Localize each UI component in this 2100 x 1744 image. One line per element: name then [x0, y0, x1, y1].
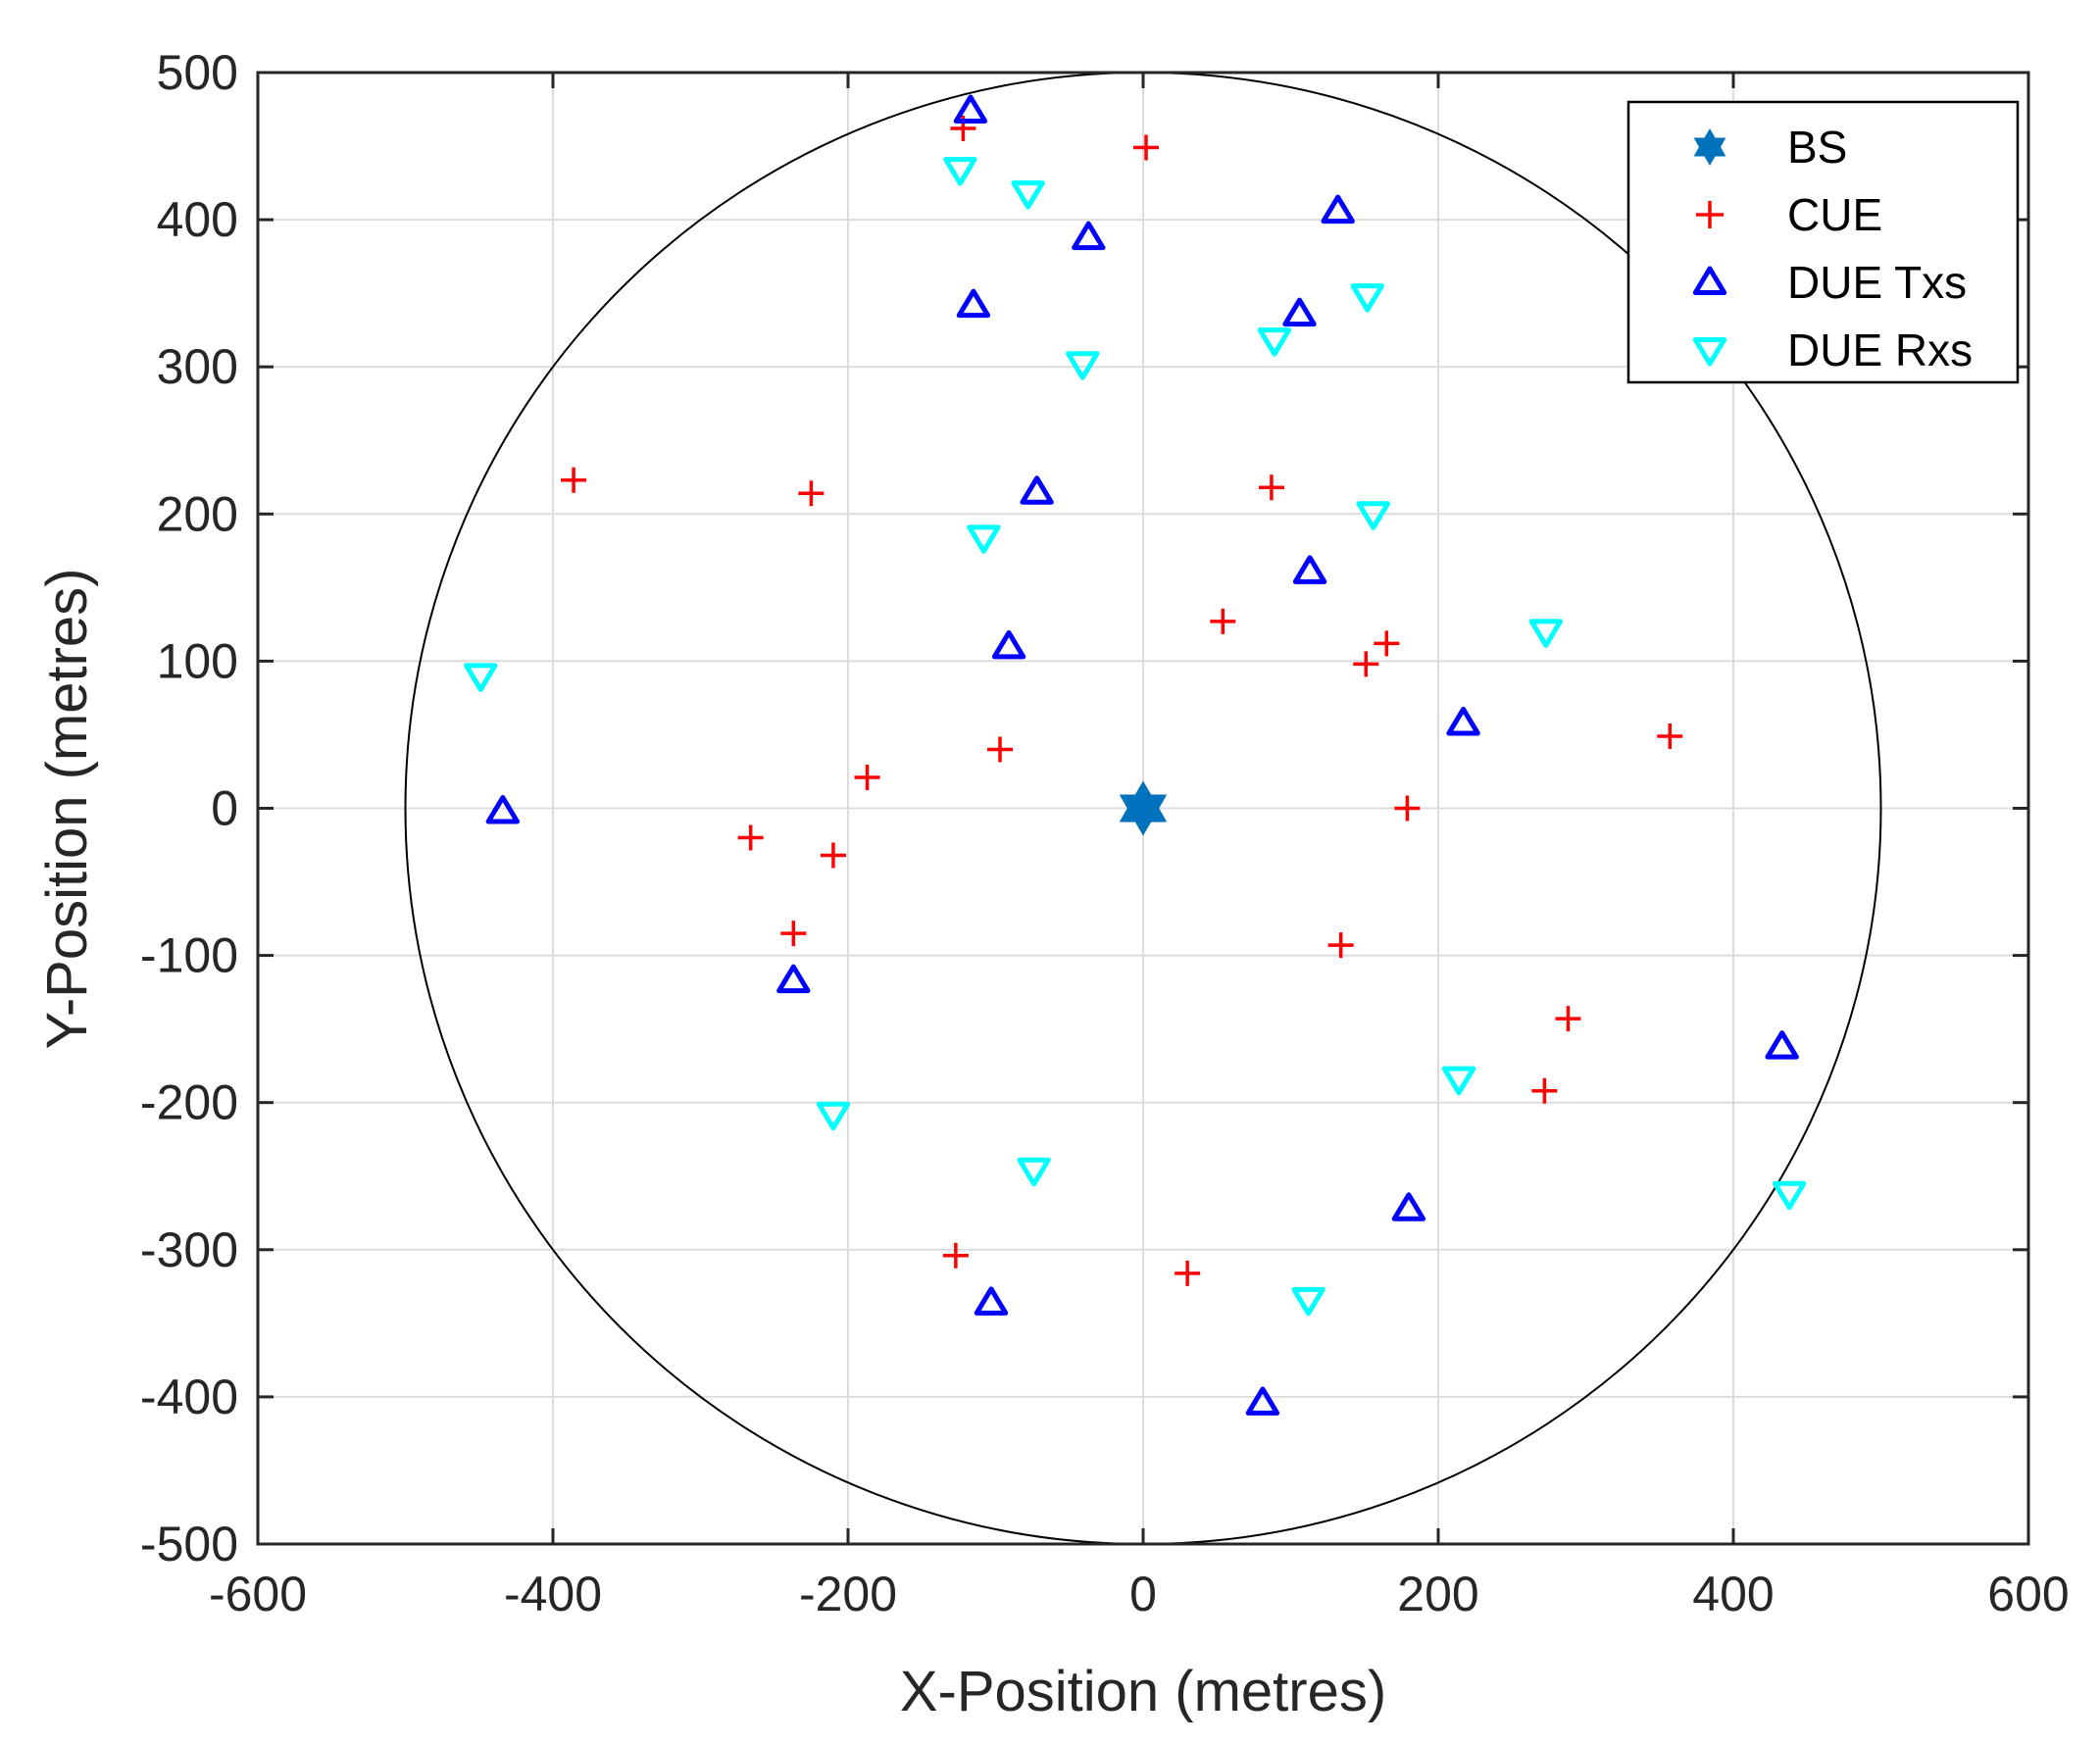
data-point — [1555, 1006, 1581, 1032]
data-point — [967, 524, 1001, 554]
legend-marker — [1696, 201, 1724, 228]
data-point — [1066, 351, 1100, 380]
y-tick-label: 400 — [157, 192, 238, 247]
y-tick-label: 100 — [157, 633, 238, 688]
data-point — [1350, 283, 1384, 313]
legend-marker — [1693, 127, 1726, 167]
y-tick-label: -500 — [140, 1517, 238, 1571]
data-point — [953, 94, 988, 125]
legend-marker — [1692, 266, 1727, 295]
data-point — [1528, 619, 1564, 648]
data-point — [1119, 780, 1168, 836]
x-tick-label: -400 — [504, 1567, 602, 1621]
data-point — [1446, 706, 1480, 736]
legend-label: BS — [1787, 122, 1847, 173]
y-tick-label: 200 — [157, 486, 238, 541]
data-marks — [464, 94, 1807, 1416]
legend-label: CUE — [1787, 189, 1882, 240]
data-point — [1257, 327, 1292, 357]
y-tick-label: -400 — [140, 1370, 238, 1424]
y-tick-label: 0 — [211, 781, 238, 836]
y-tick-label: 500 — [157, 45, 238, 100]
data-point — [943, 157, 977, 186]
data-point — [1374, 630, 1400, 657]
y-axis-label: Y-Position (metres) — [35, 568, 99, 1049]
x-axis-label: X-Position (metres) — [900, 1660, 1386, 1723]
data-point — [987, 736, 1014, 763]
data-point — [1017, 1157, 1051, 1187]
legend: BS CUE DUE Txs DUE Rxs — [1626, 100, 2020, 384]
data-point — [776, 964, 811, 994]
data-point — [1321, 194, 1355, 224]
y-tick-label: -200 — [140, 1075, 238, 1130]
legend-box — [1626, 100, 2020, 384]
data-point — [1258, 474, 1284, 501]
data-point — [1245, 1386, 1280, 1416]
data-point — [780, 921, 807, 947]
legend-label: DUE Txs — [1787, 257, 1967, 308]
data-point — [561, 467, 587, 493]
y-tick-label: 300 — [157, 339, 238, 394]
data-point — [1291, 1286, 1325, 1317]
data-point — [1531, 1077, 1558, 1104]
data-point — [1282, 297, 1317, 327]
data-point — [798, 480, 825, 507]
data-point — [942, 1242, 969, 1269]
y-tick-label: -100 — [140, 928, 238, 983]
data-point — [991, 629, 1026, 660]
x-tick-label: 0 — [1129, 1567, 1157, 1621]
data-point — [1292, 555, 1327, 584]
cell-boundary-layer — [404, 73, 1882, 1544]
series-bs — [1119, 780, 1168, 836]
y-tick-label: -300 — [140, 1222, 238, 1277]
series-due-rxs — [464, 157, 1807, 1317]
data-point — [1020, 475, 1054, 505]
x-tick-label: -200 — [799, 1567, 897, 1621]
tick-labels: -600 -400 -200 0 200 400 600 -500 -400 -300 -200 -1… — [140, 45, 2070, 1621]
data-point — [1072, 221, 1106, 251]
data-point — [485, 795, 521, 824]
data-point — [1765, 1030, 1799, 1060]
data-point — [464, 663, 498, 692]
x-tick-label: 400 — [1692, 1567, 1774, 1621]
data-point — [1353, 651, 1379, 677]
legend-label: DUE Rxs — [1787, 324, 1973, 375]
x-tick-label: 600 — [1987, 1567, 2069, 1621]
x-tick-label: 200 — [1397, 1567, 1478, 1621]
data-point — [1391, 1192, 1426, 1221]
data-point — [1394, 795, 1421, 822]
data-point — [816, 1101, 851, 1131]
x-tick-label: -600 — [209, 1567, 307, 1621]
data-point — [1175, 1260, 1201, 1286]
series-cue — [561, 116, 1683, 1286]
data-point — [1356, 501, 1390, 530]
data-point — [1210, 608, 1236, 634]
data-point — [1441, 1066, 1476, 1096]
data-point — [820, 842, 846, 869]
data-point — [974, 1286, 1009, 1316]
data-point — [737, 824, 764, 851]
data-point — [1327, 932, 1354, 959]
data-point — [1133, 134, 1160, 161]
data-point — [956, 288, 991, 319]
data-point — [1657, 723, 1683, 749]
data-point — [1772, 1180, 1807, 1211]
data-point — [1011, 180, 1045, 210]
axes — [256, 71, 2030, 1546]
data-point — [854, 764, 880, 790]
series-due-txs — [485, 94, 1799, 1416]
legend-marker — [1692, 337, 1727, 367]
cell-boundary-circle — [404, 73, 1882, 1544]
